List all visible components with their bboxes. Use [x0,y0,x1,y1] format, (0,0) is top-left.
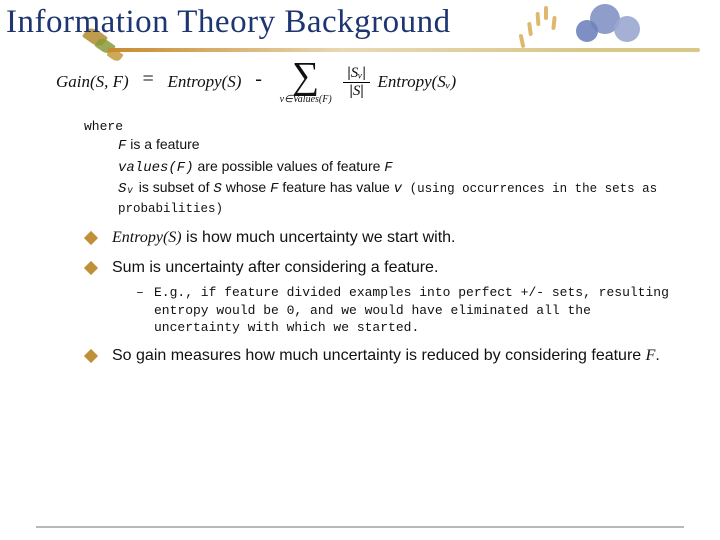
sigma-icon: ∑ [292,55,319,97]
frac-denominator: S [348,83,366,99]
fraction: Sᵥ S [343,65,369,99]
slide-content: Gain(S, F) = Entropy(S) - ∑ v∈Values(F) … [0,41,720,367]
formula-entropy-s: Entropy(S) [168,72,242,92]
bottom-rule [36,526,684,528]
where-label: where [84,119,680,134]
slide-title: Information Theory Background [0,0,720,41]
sub-bullet-list: E.g., if feature divided examples into p… [136,284,680,337]
frac-numerator: Sᵥ [345,65,367,81]
bullet-list: Entropy(S) is how much uncertainty we st… [86,227,680,366]
formula-lhs: Gain(S, F) [56,72,129,92]
sum-subscript: v∈Values(F) [280,95,332,105]
equals-sign: = [142,68,153,90]
definition-sv: Sᵥ is subset of S whose F feature has va… [118,179,680,217]
where-block: where F is a feature values(F) are possi… [84,119,680,217]
definition-values: values(F) are possible values of feature… [118,158,680,178]
bullet-gain: So gain measures how much uncertainty is… [86,345,680,367]
bullet-entropy: Entropy(S) is how much uncertainty we st… [86,227,680,249]
summation: ∑ v∈Values(F) [280,59,332,105]
minus-sign: - [255,68,262,90]
gain-formula: Gain(S, F) = Entropy(S) - ∑ v∈Values(F) … [56,59,680,105]
formula-entropy-sv: Entropy(Sᵥ) [378,72,457,92]
definition-f: F is a feature [118,136,680,156]
bullet-sum: Sum is uncertainty after considering a f… [86,257,680,337]
sub-bullet-example: E.g., if feature divided examples into p… [136,284,680,337]
